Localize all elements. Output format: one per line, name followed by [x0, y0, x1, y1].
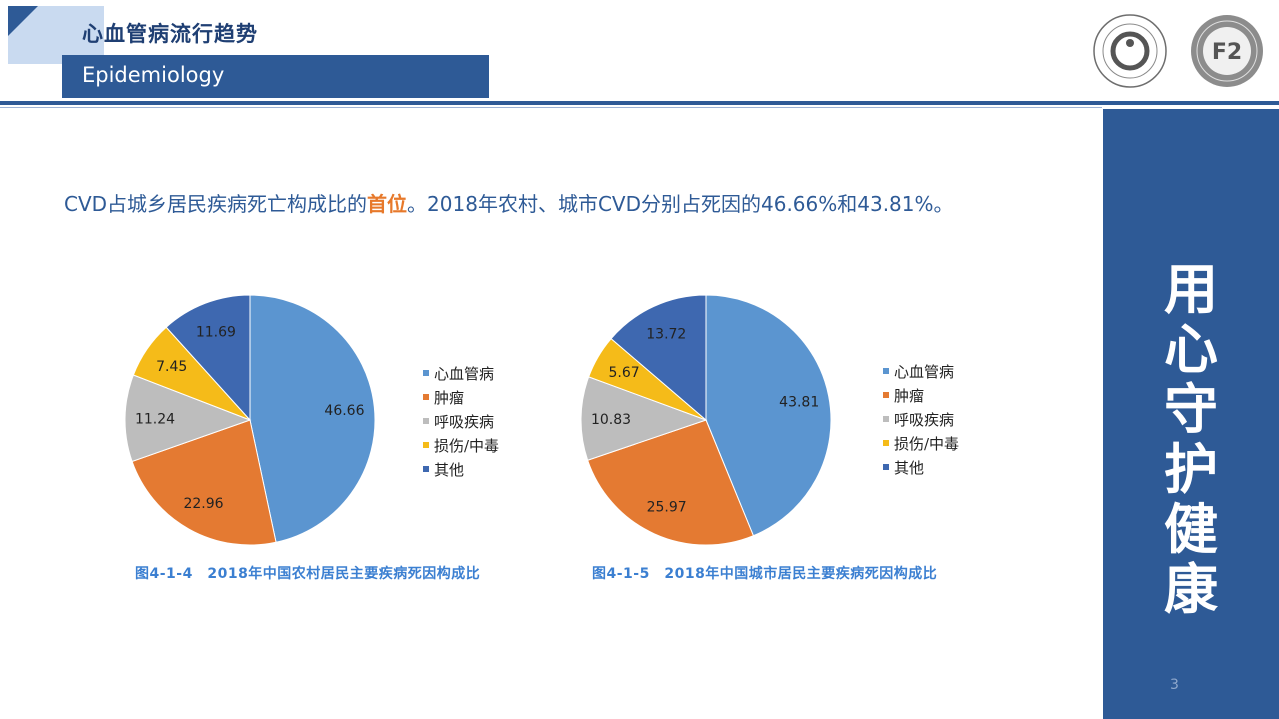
legend-urban: 心血管病肿瘤呼吸疾病损伤/中毒其他: [883, 359, 959, 479]
legend-item-injury: 损伤/中毒: [883, 431, 959, 455]
header-divider-thin: [0, 107, 1102, 108]
legend-swatch: [423, 442, 429, 448]
side-panel: 用心守护健康 3: [1103, 109, 1279, 719]
fuwai-hospital-logo-icon: F2: [1191, 15, 1263, 87]
pie-value-label-respiratory: 10.83: [591, 412, 631, 428]
legend-label: 心血管病: [434, 364, 495, 383]
legend-item-cardiovascular: 心血管病: [423, 361, 499, 385]
legend-label: 呼吸疾病: [894, 410, 955, 429]
legend-swatch: [883, 440, 889, 446]
pie-slice-tumor: [587, 419, 755, 546]
legend-swatch: [883, 464, 889, 470]
caption-rural: 图4-1-4 2018年中国农村居民主要疾病死因构成比: [135, 566, 481, 582]
pie-value-label-other: 13.72: [646, 327, 686, 343]
pie-chart-rural: 46.66 22.96 11.24 7.45 11.69: [124, 294, 376, 546]
slide-subtitle-bar: Epidemiology: [62, 55, 489, 98]
headline-part1: CVD占城乡居民疾病死亡构成比的: [64, 192, 368, 216]
slogan-char: 康: [1164, 557, 1218, 621]
legend-swatch: [883, 416, 889, 422]
pie-value-label-injury: 5.67: [608, 365, 639, 381]
legend-item-respiratory: 呼吸疾病: [883, 407, 959, 431]
legend-swatch: [883, 368, 889, 374]
national-center-cardiovascular-logo-icon: [1093, 14, 1167, 88]
legend-item-respiratory: 呼吸疾病: [423, 409, 499, 433]
legend-label: 其他: [434, 460, 465, 479]
logo-f2-text: F2: [1212, 40, 1242, 65]
slogan-char: 护: [1164, 437, 1218, 501]
legend-swatch: [883, 392, 889, 398]
header-divider: [0, 101, 1279, 105]
slide-title-en: Epidemiology: [82, 63, 225, 87]
legend-item-other: 其他: [883, 455, 959, 479]
legend-label: 肿瘤: [434, 388, 465, 407]
pie-slice-cardiovascular: [705, 294, 832, 537]
pie-slice-respiratory: [580, 376, 708, 461]
legend-swatch: [423, 466, 429, 472]
legend-item-tumor: 肿瘤: [423, 385, 499, 409]
legend-label: 损伤/中毒: [894, 434, 960, 453]
slogan-char: 用: [1164, 257, 1218, 321]
page-number: 3: [1170, 677, 1179, 693]
legend-swatch: [423, 394, 429, 400]
legend-item-injury: 损伤/中毒: [423, 433, 499, 457]
pie-value-label-other: 11.69: [196, 324, 236, 340]
legend-rural: 心血管病肿瘤呼吸疾病损伤/中毒其他: [423, 361, 499, 481]
pie-value-label-tumor: 22.96: [183, 496, 223, 512]
slogan-char: 心: [1164, 317, 1218, 381]
slogan-char: 守: [1164, 377, 1218, 441]
legend-label: 心血管病: [894, 362, 955, 381]
headline-text: CVD占城乡居民疾病死亡构成比的首位。2018年农村、城市CVD分别占死因的46…: [64, 188, 954, 217]
legend-item-tumor: 肿瘤: [883, 383, 959, 407]
legend-item-other: 其他: [423, 457, 499, 481]
headline-highlight: 首位: [367, 192, 408, 216]
legend-swatch: [423, 370, 429, 376]
pie-slice-other: [610, 294, 707, 422]
legend-label: 损伤/中毒: [434, 436, 500, 455]
slide-title-cn: 心血管病流行趋势: [82, 22, 258, 46]
pie-value-label-injury: 7.45: [156, 359, 187, 375]
pie-slice-other: [165, 294, 251, 422]
pie-slice-respiratory: [124, 374, 252, 463]
pie-value-label-cardiovascular: 46.66: [324, 403, 364, 419]
slogan-char: 健: [1164, 497, 1218, 561]
legend-swatch: [423, 418, 429, 424]
caption-urban: 图4-1-5 2018年中国城市居民主要疾病死因构成比: [592, 566, 938, 582]
legend-item-cardiovascular: 心血管病: [883, 359, 959, 383]
pie-value-label-respiratory: 11.24: [135, 412, 175, 428]
legend-label: 其他: [894, 458, 925, 477]
side-slogan: 用心守护健康: [1151, 259, 1231, 619]
pie-slice-cardiovascular: [249, 294, 376, 543]
legend-label: 呼吸疾病: [434, 412, 495, 431]
header-accent-triangle: [8, 6, 38, 36]
legend-label: 肿瘤: [894, 386, 925, 405]
pie-slice-tumor: [131, 419, 277, 546]
pie-value-label-cardiovascular: 43.81: [779, 395, 819, 411]
pie-value-label-tumor: 25.97: [647, 499, 687, 515]
pie-chart-urban: 43.81 25.97 10.83 5.67 13.72: [580, 294, 832, 546]
headline-part2: 。2018年农村、城市CVD分别占死因的46.66%和43.81%。: [407, 192, 954, 216]
